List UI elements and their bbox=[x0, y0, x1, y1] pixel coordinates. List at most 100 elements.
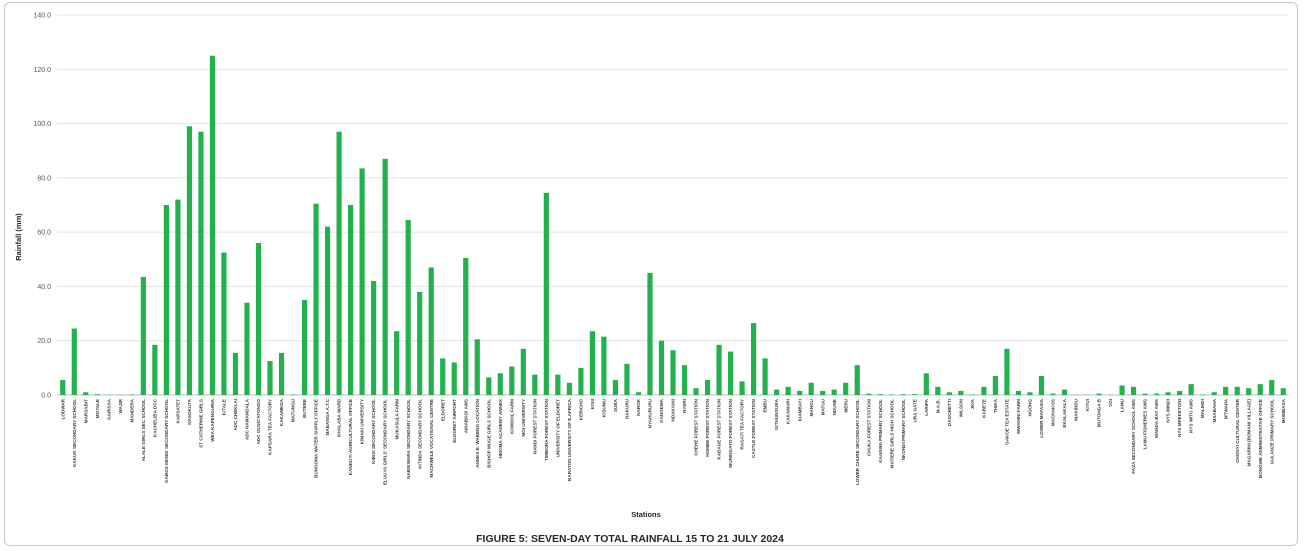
x-tick-label: THIKA bbox=[993, 398, 998, 413]
x-tick-label: MALINDI bbox=[1200, 399, 1205, 418]
x-tick-label: MABANGA A.T.C bbox=[325, 398, 330, 435]
x-tick-label: KIMAKI UNIVERSITY bbox=[360, 399, 365, 444]
y-tick-label: 0.0 bbox=[41, 393, 51, 400]
x-tick-label: NASOKUTA bbox=[187, 398, 192, 424]
bar bbox=[1015, 390, 1022, 395]
x-tick-label: MWANINI FARM bbox=[1016, 399, 1021, 434]
x-tick-label: CASTLE FOREST STATION bbox=[751, 398, 756, 458]
bar bbox=[589, 331, 595, 395]
bar bbox=[762, 358, 768, 395]
bar bbox=[958, 390, 964, 395]
bar bbox=[394, 331, 400, 395]
bar bbox=[1153, 393, 1160, 395]
bar bbox=[774, 389, 780, 395]
x-tick-label: ELDORET AIRPORT bbox=[452, 399, 457, 443]
x-tick-label: MOMBASA bbox=[1281, 398, 1286, 423]
bar bbox=[1280, 388, 1286, 395]
bar bbox=[739, 381, 745, 395]
bar bbox=[555, 374, 561, 395]
y-tick-label: 60.0 bbox=[37, 230, 51, 237]
x-tick-label: NYS MINDI bbox=[1166, 399, 1171, 423]
bar bbox=[1027, 392, 1033, 395]
x-tick-label: KAPSARA TEA FACTORY bbox=[268, 399, 273, 455]
bar bbox=[820, 390, 826, 395]
x-tick-label: MSABAHA bbox=[1212, 398, 1217, 422]
x-tick-label: CHONYI CULTURAL CENTER bbox=[1235, 398, 1240, 463]
x-tick-label: BISHOP MUGE GIRLS SCHOOL bbox=[486, 399, 491, 468]
bar bbox=[1130, 386, 1137, 395]
bar bbox=[785, 386, 791, 395]
x-tick-label: LARIPA bbox=[924, 398, 929, 415]
bar bbox=[658, 340, 665, 395]
bar bbox=[152, 344, 158, 395]
x-tick-label: MANDERA bbox=[129, 398, 134, 422]
figure-title: FIGURE 5: SEVEN-DAY TOTAL RAINFALL 15 TO… bbox=[476, 533, 784, 545]
bar bbox=[751, 323, 757, 395]
x-tick-label: JKIA bbox=[970, 398, 975, 409]
x-tick-label: KHALABA WARD bbox=[337, 398, 342, 437]
bar bbox=[140, 276, 146, 395]
bar bbox=[1211, 392, 1217, 395]
bar bbox=[221, 252, 227, 395]
bar bbox=[1050, 393, 1056, 395]
bar bbox=[601, 336, 607, 395]
y-axis-title: Rainfall (mm) bbox=[14, 213, 23, 261]
bar bbox=[716, 344, 722, 395]
x-axis-ticks: LODWAR KAKUK SECONDARY SCHOOL MARSABIT MOYA… bbox=[60, 398, 1285, 485]
bar bbox=[647, 272, 653, 395]
y-tick-label: 100.0 bbox=[33, 121, 51, 128]
bar bbox=[359, 168, 365, 395]
bar bbox=[428, 267, 434, 395]
x-tick-label: MANGU bbox=[809, 398, 814, 416]
x-tick-label: NKONDI PRIMARY SCHOOL bbox=[901, 399, 906, 460]
bar bbox=[129, 394, 135, 395]
bar bbox=[1119, 385, 1125, 395]
bar bbox=[727, 351, 734, 395]
bar bbox=[1188, 384, 1194, 395]
bar bbox=[946, 392, 952, 395]
x-tick-label: GARISSA bbox=[106, 398, 111, 420]
x-tick-label: ANNEX B. WARENG LOCATION bbox=[475, 398, 480, 468]
x-tick-label: MUTONGA B bbox=[1097, 398, 1102, 427]
x-tick-label: LODWAR bbox=[60, 398, 65, 419]
x-tick-label: ST CATHERINE GIRLS bbox=[199, 399, 204, 448]
x-tick-label: KISII bbox=[590, 399, 595, 409]
bar bbox=[382, 158, 388, 395]
y-tick-label: 80.0 bbox=[37, 175, 51, 182]
bar bbox=[324, 226, 331, 395]
bar bbox=[981, 386, 987, 395]
bar bbox=[186, 126, 193, 396]
x-tick-label: ADC NAMANDALA bbox=[245, 398, 250, 440]
x-tick-label: FAZA SECONDARY SCHOOL AWS bbox=[1131, 399, 1136, 474]
bar bbox=[474, 339, 480, 395]
x-tick-label: NDUNE bbox=[832, 399, 837, 415]
x-tick-label: DAGORETTI bbox=[947, 399, 952, 426]
bar bbox=[232, 352, 239, 395]
x-tick-label: URA GATE bbox=[912, 399, 917, 422]
x-tick-label: BONGWE ADMINISTRATIVE OFFICE bbox=[1258, 399, 1263, 478]
x-tick-label: KABAGE FOREST STATION bbox=[717, 398, 722, 459]
bar bbox=[923, 373, 929, 395]
bar bbox=[1142, 393, 1148, 395]
x-tick-label: NAROK bbox=[636, 398, 641, 416]
x-tick-label: KOMOOL FARM bbox=[509, 399, 514, 434]
bar bbox=[693, 388, 699, 395]
x-tick-label: BARATON UNIVERSITY OF E.AFRICA bbox=[567, 398, 572, 481]
bar bbox=[1038, 376, 1045, 395]
bar bbox=[877, 394, 883, 395]
x-tick-label: KIBISI SECONDARY SCHOOL bbox=[371, 399, 376, 464]
bar bbox=[1234, 386, 1240, 395]
x-tick-label: NANDI FOREST STATION bbox=[532, 398, 537, 454]
bar bbox=[451, 362, 457, 395]
bar bbox=[255, 243, 262, 395]
bar bbox=[900, 394, 906, 395]
bar bbox=[624, 363, 630, 395]
y-tick-label: 20.0 bbox=[37, 338, 51, 345]
x-tick-label: WILSON bbox=[958, 398, 963, 417]
x-tick-label: MERU bbox=[843, 398, 848, 412]
x-tick-label: KAKAMARI bbox=[786, 399, 791, 424]
bar bbox=[405, 219, 411, 395]
bar bbox=[497, 373, 503, 395]
bar bbox=[417, 291, 423, 395]
x-tick-label: CHEHE FOREST STATION bbox=[694, 398, 699, 455]
